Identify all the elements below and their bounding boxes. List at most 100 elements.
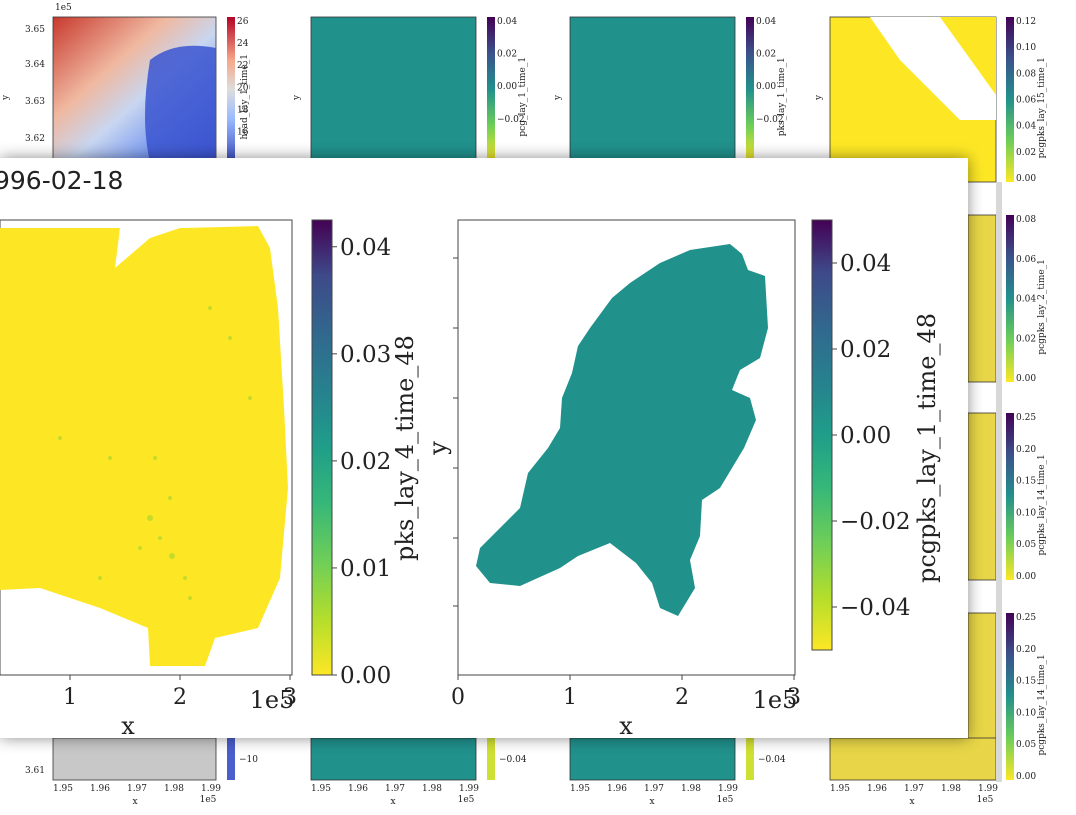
bg-cbar-tick: 0.04 [497, 17, 517, 27]
bg-y-label: y [1, 94, 11, 101]
bg-colorbar-head [227, 17, 235, 162]
bg-cbar-tick: −0.02 [756, 115, 784, 125]
left-cbar-tick: 0.03 [340, 342, 391, 368]
bg-x-tick: 1.97 [644, 784, 664, 794]
bg-x-label: x [649, 797, 654, 807]
bg-cbar-tick: 0.00 [1016, 374, 1036, 384]
bg-cbar-tick: 0.15 [1016, 677, 1036, 687]
bg-cbar-tick: 0.00 [756, 82, 776, 92]
left-cbar-label: pks_lay_4_time_48 [391, 335, 419, 561]
bg-y-tick: 3.65 [25, 25, 45, 35]
left-plot-speckles [58, 306, 252, 600]
right-x-tick: 1 [563, 685, 577, 710]
bg-y-tick: 3.64 [25, 60, 45, 70]
left-cbar-tick: 0.04 [340, 235, 391, 261]
left-colorbar [311, 219, 333, 676]
bg-x-tick: 1.96 [348, 784, 368, 794]
bg-cbar-label: pcgpks_lay_2_time_1 [1037, 259, 1047, 355]
overlay-title: 996-02-18 [0, 166, 124, 195]
bg-cbar-label: pcg_lay_1_time_1 [518, 57, 528, 137]
bg-cbar-tick: 0.02 [1016, 334, 1036, 344]
bg-x-offset: 1e5 [458, 795, 475, 805]
bg-x-tick: 1.97 [385, 784, 405, 794]
bg-cbar-bottom-tick: −0.04 [758, 755, 786, 765]
right-cbar-tick: 0.02 [840, 337, 891, 363]
bg-colorbar-1 [1006, 17, 1014, 182]
left-plot [0, 219, 293, 676]
bg-y-label: y [553, 94, 563, 101]
right-cbar-tick: −0.04 [840, 595, 910, 621]
left-plot-region [0, 226, 288, 666]
bg-cbar-tick: 26 [237, 17, 249, 27]
bg-y-label: y [814, 94, 824, 101]
bg-panel-head [52, 16, 217, 781]
bg-cbar-tick: 22 [237, 61, 248, 71]
bg-cbar-label: head_lay_1_time_1 [240, 54, 250, 139]
bg-x-tick: 1.99 [459, 784, 479, 794]
bg-cbar-tick: 0.08 [1016, 215, 1036, 225]
bg-cbar-tick: 0.10 [1016, 43, 1036, 53]
bg-x-tick: 1.96 [607, 784, 627, 794]
left-x-label: x [121, 712, 135, 738]
left-x-tick: 1 [63, 685, 77, 710]
bg-colorbar-4 [1006, 613, 1014, 780]
right-colorbar [811, 219, 833, 651]
left-x-tick: 3 [283, 685, 297, 710]
bg-x-offset: 1e5 [200, 795, 217, 805]
bg-panel-pks [569, 16, 736, 781]
bg-x-offset: 1e5 [977, 795, 994, 805]
left-cbar-tick: 0.02 [340, 449, 391, 475]
overlay-chart-svg: 1 2 3 x 1e5 0.04 0.03 0.02 0.01 0.00 pks_lay_4_tim… [0, 219, 941, 738]
bg-colorbar-pcg [487, 17, 495, 162]
right-cbar-tick: −0.02 [840, 509, 910, 535]
bg-cbar-tick: 0.25 [1016, 413, 1036, 423]
bg-x-tick: 1.97 [904, 784, 924, 794]
bg-y-tick: 3.63 [25, 97, 45, 107]
bg-cbar-tick: 0.10 [1016, 508, 1036, 518]
left-x-tick: 2 [173, 685, 187, 710]
bg-cbar-tick: 0.04 [1016, 295, 1036, 305]
bg-cbar-tick: 0.00 [1016, 772, 1036, 782]
right-x-offset: 1e5 [753, 686, 798, 714]
bg-y-label: y [292, 94, 302, 101]
bg-cbar-tick: 0.08 [1016, 69, 1036, 79]
bg-y-offset: 1e5 [55, 3, 72, 13]
bg-colorbar-pks [746, 17, 754, 162]
bg-x-label: x [390, 797, 395, 807]
bg-x-tick: 1.98 [681, 784, 701, 794]
bg-panel-pcgpks [829, 16, 1002, 782]
bg-x-tick: 1.98 [422, 784, 442, 794]
bg-cbar-tick: 16 [237, 127, 249, 137]
bg-x-tick: 1.97 [127, 784, 147, 794]
bg-cbar-bottom-tick: −10 [239, 755, 258, 765]
bg-x-tick: 1.99 [978, 784, 998, 794]
right-cbar-tick: 0.00 [840, 423, 891, 449]
bg-cbar-tick: 0.12 [1016, 17, 1036, 27]
bg-cbar-label: pcgpks_lay_15_time_1 [1037, 57, 1047, 158]
left-cbar-tick: 0.01 [340, 556, 391, 582]
bg-colorbar-2 [1006, 215, 1014, 382]
bg-cbar-tick: 0.06 [1016, 255, 1036, 265]
bg-cbar-tick: 0.02 [497, 50, 517, 60]
bg-colorbar-3 [1006, 413, 1014, 580]
bg-cbar-tick: 0.25 [1016, 613, 1036, 623]
bg-cbar-tick: 0.10 [1016, 708, 1036, 718]
bg-x-tick: 1.99 [718, 784, 738, 794]
right-y-label: y [424, 441, 452, 456]
bg-cbar-tick: 0.00 [1016, 572, 1036, 582]
bg-cbar-tick: 0.00 [497, 82, 517, 92]
right-x-tick: 0 [451, 685, 465, 710]
bg-y-tick: 3.61 [25, 766, 45, 776]
bg-y-tick: 3.62 [25, 134, 45, 144]
left-x-offset: 1e5 [250, 686, 295, 714]
bg-cbar-tick: 0.05 [1016, 540, 1036, 550]
right-plot-region [476, 244, 768, 616]
zoomed-overlay-panel: 1 2 3 x 1e5 0.04 0.03 0.02 0.01 0.00 pks_lay_4_tim… [0, 158, 968, 738]
bg-x-tick: 1.95 [53, 784, 73, 794]
bg-x-label: x [909, 797, 914, 807]
bg-cbar-tick: −0.02 [497, 115, 525, 125]
bg-x-tick: 1.98 [941, 784, 961, 794]
bg-cbar-tick: 0.02 [756, 50, 776, 60]
bg-cbar-tick: 0.15 [1016, 477, 1036, 487]
